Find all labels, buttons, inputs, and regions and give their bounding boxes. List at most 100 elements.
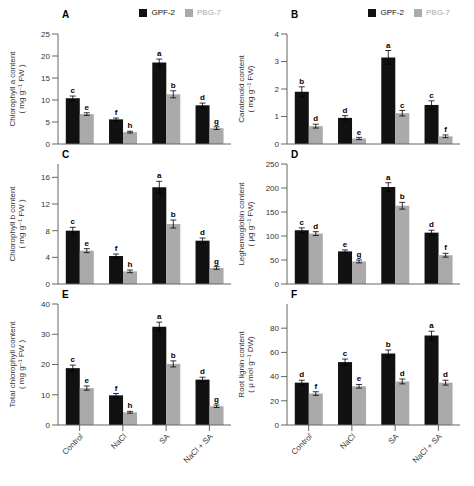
svg-text:b: b (171, 210, 176, 219)
svg-text:10: 10 (41, 96, 50, 105)
svg-text:0: 0 (275, 280, 280, 288)
svg-text:10: 10 (41, 391, 50, 400)
svg-text:3: 3 (275, 57, 280, 66)
svg-text:f: f (444, 125, 447, 134)
svg-text:4: 4 (46, 253, 51, 262)
svg-text:80: 80 (270, 324, 279, 333)
svg-text:e: e (357, 128, 362, 137)
svg-text:8: 8 (46, 227, 51, 236)
svg-text:b: b (171, 351, 176, 360)
svg-text:e: e (85, 239, 90, 248)
html-text:GPF-2: GPF-2 (380, 8, 404, 17)
svg-text:Control: Control (289, 432, 314, 457)
svg-text:d: d (443, 370, 448, 379)
svg-text:Chlorophyll a content( mg g⁻¹: Chlorophyll a content( mg g⁻¹ FW ) (8, 51, 26, 127)
svg-text:f: f (115, 108, 118, 117)
svg-text:d: d (429, 220, 434, 229)
svg-text:Chlorophyll b content( mg g⁻¹: Chlorophyll b content( mg g⁻¹ FW ) (8, 186, 26, 262)
svg-text:b: b (386, 340, 391, 349)
svg-text:16: 16 (41, 173, 50, 182)
svg-text:g: g (214, 257, 219, 266)
svg-text:g: g (357, 250, 362, 259)
svg-text:100: 100 (266, 232, 280, 241)
svg-text:a: a (157, 312, 162, 321)
svg-text:b: b (171, 81, 176, 90)
svg-text:NaCl + SA: NaCl + SA (182, 432, 215, 465)
svg-text:c: c (343, 349, 348, 358)
svg-text:0: 0 (46, 140, 51, 148)
html-text:A: A (62, 9, 70, 20)
svg-text:d: d (299, 370, 304, 379)
svg-text:e: e (85, 376, 90, 385)
svg-text:h: h (128, 121, 133, 130)
svg-text:20: 20 (270, 397, 279, 406)
svg-text:c: c (71, 355, 76, 364)
svg-text:d: d (313, 222, 318, 231)
svg-text:20: 20 (41, 52, 50, 61)
svg-text:2: 2 (275, 85, 280, 94)
svg-text:40: 40 (41, 300, 50, 309)
svg-text:e: e (343, 240, 348, 249)
svg-text:b: b (400, 192, 405, 201)
html-text:PBG-7: PBG-7 (197, 8, 221, 17)
svg-text:c: c (400, 101, 405, 110)
svg-text:d: d (313, 114, 318, 123)
svg-text:4: 4 (275, 30, 280, 39)
svg-text:b: b (299, 77, 304, 86)
svg-text:0: 0 (46, 421, 51, 430)
svg-text:20: 20 (41, 360, 50, 369)
svg-text:12: 12 (41, 200, 50, 209)
svg-text:d: d (343, 106, 348, 115)
svg-text:h: h (128, 401, 133, 410)
svg-text:200: 200 (266, 184, 280, 193)
svg-text:c: c (71, 217, 76, 226)
svg-text:h: h (128, 260, 133, 269)
svg-text:c: c (300, 218, 305, 227)
svg-text:e: e (357, 374, 362, 383)
html-text:B: B (291, 9, 299, 20)
svg-text:g: g (214, 117, 219, 126)
html-text:GPF-2: GPF-2 (151, 8, 175, 17)
svg-text:c: c (429, 91, 434, 100)
svg-text:d: d (200, 367, 205, 376)
svg-text:Control: Control (60, 432, 85, 457)
svg-text:SA: SA (158, 432, 172, 446)
html-text:PBG-7: PBG-7 (426, 8, 450, 17)
svg-text:60: 60 (270, 348, 279, 357)
svg-text:15: 15 (41, 74, 50, 83)
svg-text:a: a (157, 49, 162, 58)
svg-text:e: e (85, 103, 90, 112)
svg-text:Caratenoid content( mg g⁻¹ FW): Caratenoid content( mg g⁻¹ FW) (237, 54, 255, 122)
svg-text:d: d (200, 93, 205, 102)
svg-text:d: d (200, 228, 205, 237)
svg-text:c: c (71, 86, 76, 95)
svg-text:NaCl + SA: NaCl + SA (411, 432, 444, 465)
svg-text:a: a (157, 171, 162, 180)
svg-text:f: f (115, 384, 118, 393)
svg-text:Leghemoglobin content( μg g⁻¹: Leghemoglobin content( μg g⁻¹ FW) (237, 182, 255, 266)
svg-text:Root lignin content( μ mol g⁻¹: Root lignin content( μ mol g⁻¹ DW) (237, 331, 255, 398)
svg-text:d: d (400, 369, 405, 378)
svg-text:150: 150 (266, 208, 280, 217)
svg-text:NaCl: NaCl (109, 432, 128, 451)
svg-text:f: f (314, 382, 317, 391)
svg-text:25: 25 (41, 30, 50, 39)
svg-text:0: 0 (275, 421, 280, 430)
svg-text:a: a (386, 41, 391, 50)
svg-text:40: 40 (270, 372, 279, 381)
svg-text:Total chlorophyll content( mg: Total chlorophyll content( mg g⁻¹ FW ) (8, 321, 26, 408)
svg-text:50: 50 (270, 256, 279, 265)
svg-text:g: g (214, 395, 219, 404)
svg-text:0: 0 (275, 140, 280, 148)
svg-text:a: a (386, 173, 391, 182)
svg-text:5: 5 (46, 118, 51, 127)
svg-text:250: 250 (266, 160, 280, 169)
svg-text:0: 0 (46, 280, 51, 288)
svg-text:SA: SA (387, 432, 401, 446)
svg-text:a: a (429, 321, 434, 330)
svg-text:f: f (115, 244, 118, 253)
svg-text:30: 30 (41, 330, 50, 339)
svg-text:1: 1 (275, 112, 280, 121)
svg-text:NaCl: NaCl (338, 432, 357, 451)
svg-text:f: f (444, 243, 447, 252)
